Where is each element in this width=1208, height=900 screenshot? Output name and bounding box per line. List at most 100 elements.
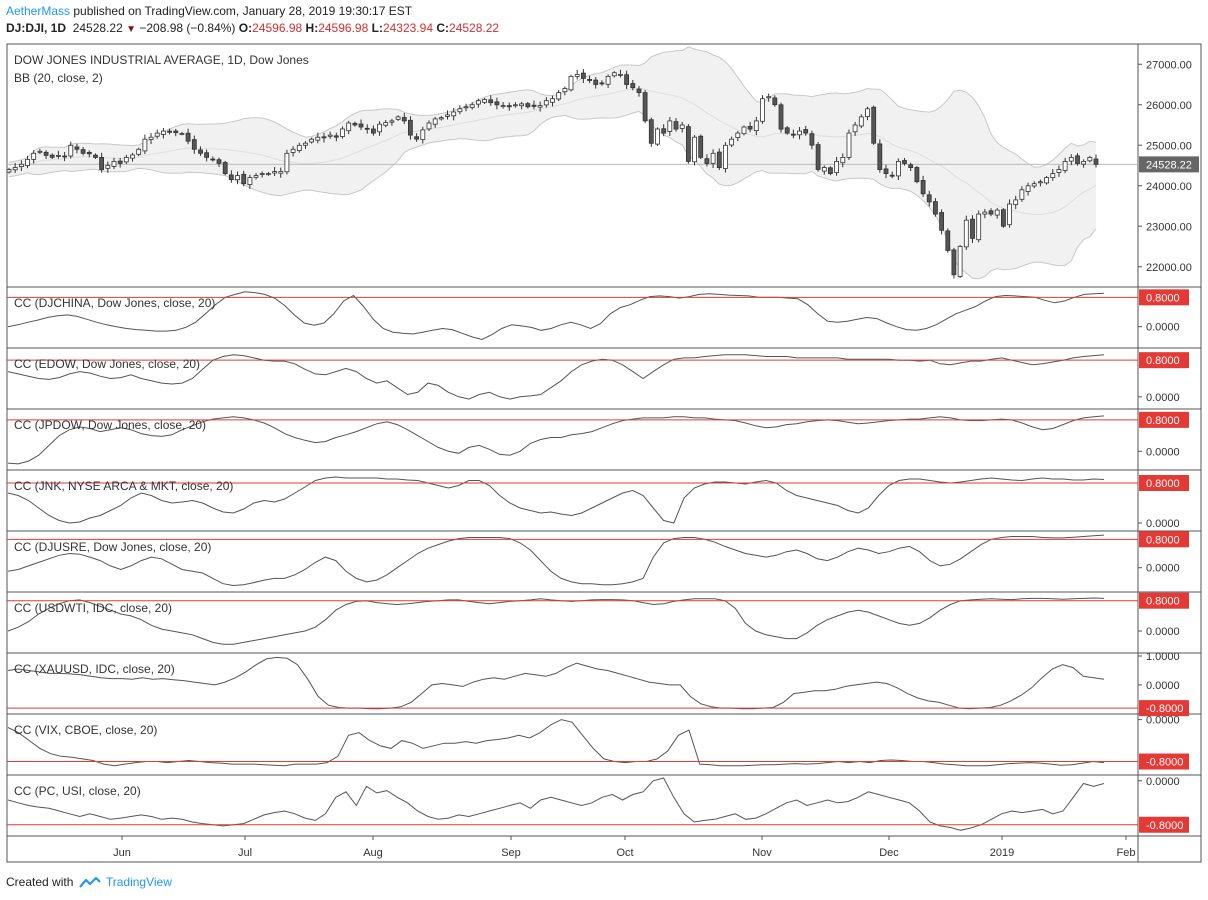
candle-body bbox=[840, 156, 846, 164]
candle-body bbox=[920, 179, 926, 195]
candle-body bbox=[914, 167, 920, 183]
candle-body bbox=[432, 118, 438, 125]
candle-body bbox=[117, 160, 123, 164]
cc-pane-label: CC (DJCHINA, Dow Jones, close, 20) bbox=[14, 296, 215, 310]
candle-body bbox=[679, 124, 685, 129]
cc-pane-label: CC (JPDOW, Dow Jones, close, 20) bbox=[14, 418, 206, 432]
price-tick-label: 27000.00 bbox=[1146, 59, 1192, 71]
candle-body bbox=[401, 117, 407, 122]
price-tick-label: 26000.00 bbox=[1146, 100, 1192, 112]
candle-body bbox=[488, 99, 494, 104]
candle-body bbox=[49, 154, 55, 158]
candle-body bbox=[352, 122, 358, 126]
candle-body bbox=[198, 149, 203, 154]
candle-body bbox=[568, 76, 574, 91]
candle-body bbox=[994, 209, 1000, 216]
candle-body bbox=[290, 148, 296, 153]
candle-body bbox=[167, 130, 173, 133]
time-tick-label: Oct bbox=[616, 847, 633, 859]
bollinger-basis-line bbox=[8, 87, 1097, 216]
candle-body bbox=[692, 136, 697, 163]
candle-body bbox=[148, 136, 154, 140]
candle-body bbox=[86, 151, 92, 155]
threshold-label: 0.8000 bbox=[1146, 355, 1180, 367]
candle-body bbox=[877, 143, 883, 170]
candle-body bbox=[407, 119, 413, 136]
candle-body bbox=[519, 103, 524, 107]
created-with-text: Created with bbox=[6, 875, 74, 889]
candle-body bbox=[970, 218, 975, 239]
threshold-label: 0.8000 bbox=[1146, 292, 1180, 304]
threshold-badge bbox=[1139, 531, 1189, 548]
bollinger-band-fill bbox=[9, 46, 1096, 279]
candle-body bbox=[698, 135, 704, 158]
cc-pane-label: CC (PC, USI, close, 20) bbox=[14, 784, 141, 798]
published-text: published on TradingView.com, January 28… bbox=[73, 4, 413, 18]
cc-pane-label: CC (VIX, CBOE, close, 20) bbox=[14, 723, 157, 737]
threshold-badge bbox=[1139, 592, 1189, 609]
candle-body bbox=[729, 138, 734, 146]
candle-body bbox=[346, 122, 352, 132]
candle-body bbox=[154, 132, 160, 137]
tradingview-link[interactable]: TradingView bbox=[105, 875, 172, 889]
candle-body bbox=[760, 98, 765, 122]
high-key: H: bbox=[305, 21, 319, 35]
candle-body bbox=[1038, 181, 1043, 184]
candle-body bbox=[265, 173, 271, 176]
tradingview-logo-icon bbox=[78, 876, 101, 888]
candle-body bbox=[655, 128, 660, 145]
candle-body bbox=[130, 154, 135, 159]
cc-tick-label: 0.0000 bbox=[1146, 776, 1180, 788]
candle-body bbox=[858, 116, 864, 127]
candle-body bbox=[494, 101, 500, 106]
candle-body bbox=[803, 129, 809, 134]
candle-body bbox=[753, 120, 759, 132]
candle-body bbox=[210, 158, 216, 161]
candle-body bbox=[778, 104, 784, 130]
candle-body bbox=[321, 136, 327, 139]
author-link[interactable]: AetherMass bbox=[6, 4, 71, 18]
candle-body bbox=[821, 167, 827, 172]
cc-pane-label: CC (EDOW, Dow Jones, close, 20) bbox=[14, 357, 200, 371]
cc-tick-label: 0.0000 bbox=[1146, 392, 1180, 404]
candle-body bbox=[828, 167, 833, 175]
candle-body bbox=[37, 150, 43, 153]
candle-body bbox=[482, 99, 488, 103]
candle-body bbox=[185, 132, 191, 142]
correlation-line bbox=[7, 534, 1105, 587]
open-key: O: bbox=[238, 21, 253, 35]
threshold-badge bbox=[1139, 289, 1189, 306]
candle-body bbox=[710, 152, 716, 164]
cc-tick-label: 0.0000 bbox=[1146, 446, 1180, 458]
candle-body bbox=[562, 88, 568, 93]
candle-body bbox=[741, 126, 747, 135]
candle-body bbox=[574, 74, 580, 77]
candle-body bbox=[414, 136, 420, 140]
candle-body bbox=[723, 144, 728, 169]
threshold-badge bbox=[1139, 700, 1189, 717]
candle-body bbox=[500, 105, 506, 107]
candle-body bbox=[278, 171, 284, 174]
candle-body bbox=[457, 108, 463, 113]
candle-body bbox=[303, 142, 308, 146]
candle-body bbox=[797, 130, 802, 136]
candle-body bbox=[1087, 156, 1093, 162]
candle-body bbox=[383, 122, 389, 126]
candle-body bbox=[1044, 177, 1049, 184]
candle-body bbox=[475, 100, 481, 105]
symbol-label: DJ:DJI, 1D bbox=[6, 21, 67, 35]
candle-body bbox=[370, 128, 376, 134]
candle-body bbox=[123, 156, 129, 163]
cc-pane-label: CC (DJUSRE, Dow Jones, close, 20) bbox=[14, 540, 211, 554]
candle-body bbox=[327, 134, 333, 137]
cc-tick-label: 1.0000 bbox=[1146, 651, 1180, 663]
candle-body bbox=[31, 152, 37, 160]
last-price-badge bbox=[1139, 156, 1199, 173]
candle-body bbox=[105, 165, 111, 169]
candle-body bbox=[581, 72, 586, 79]
last-price: 24528.22 bbox=[72, 21, 123, 35]
candle-body bbox=[395, 116, 401, 120]
candle-body bbox=[426, 122, 432, 130]
candle-body bbox=[618, 74, 623, 76]
